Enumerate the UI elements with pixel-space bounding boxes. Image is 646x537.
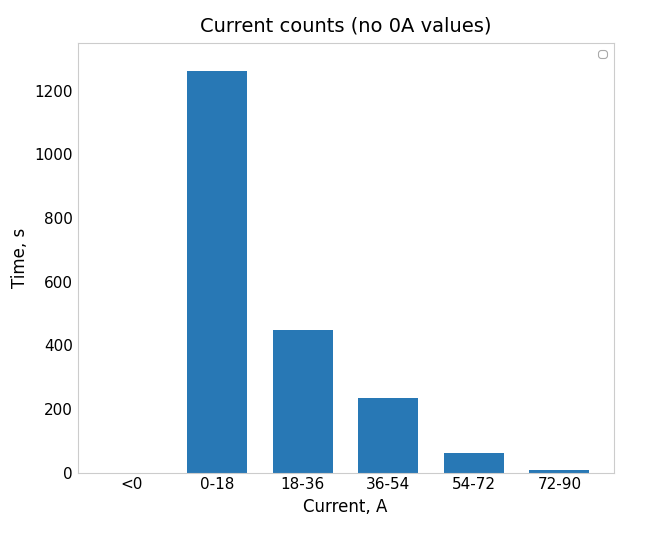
Y-axis label: Time, s: Time, s (10, 228, 28, 288)
X-axis label: Current, A: Current, A (304, 498, 388, 516)
Title: Current counts (no 0A values): Current counts (no 0A values) (200, 17, 492, 36)
Bar (273, 330, 333, 473)
Bar (187, 71, 247, 473)
Bar (444, 453, 504, 473)
Legend:  (598, 50, 607, 58)
Bar (359, 398, 419, 473)
Bar (530, 470, 589, 473)
